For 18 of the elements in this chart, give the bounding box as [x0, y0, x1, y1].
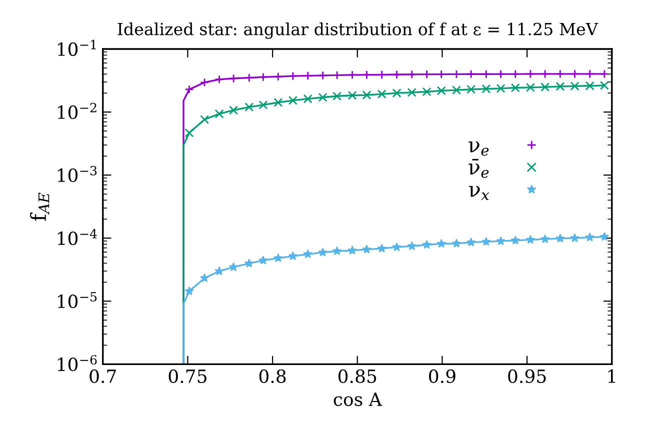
x-axis-title: cos A	[334, 392, 382, 406]
x-tick-label: 0.9	[429, 369, 456, 384]
y-tick-label: 10$^{−4}$	[58, 228, 97, 246]
y-tick-label: 10$^{−1}$	[58, 40, 96, 56]
y-tick-label: 10$^{−3}$	[58, 166, 97, 182]
x-tick-label: 0.85	[338, 369, 376, 384]
x-tick-label: 1	[608, 369, 616, 383]
legend-label: ν̄$_{e}$	[468, 158, 489, 178]
x-tick-label: 0.8	[259, 369, 286, 384]
y-tick-label: 10$^{−5}$	[58, 292, 97, 308]
legend-label: ν$_{e}$	[468, 141, 489, 156]
y-axis-title: f$_{AE}$	[30, 192, 50, 221]
y-tick-label: 10$^{−2}$	[58, 102, 96, 120]
legend-label: ν$_{x}$	[469, 186, 490, 200]
chart-title: Idealized star: angular distribution of f at ε = 11.25 MeV	[118, 22, 598, 39]
x-tick-label: 0.7	[90, 369, 116, 384]
x-tick-label: 0.95	[508, 369, 546, 384]
x-tick-label: 0.75	[168, 369, 206, 384]
